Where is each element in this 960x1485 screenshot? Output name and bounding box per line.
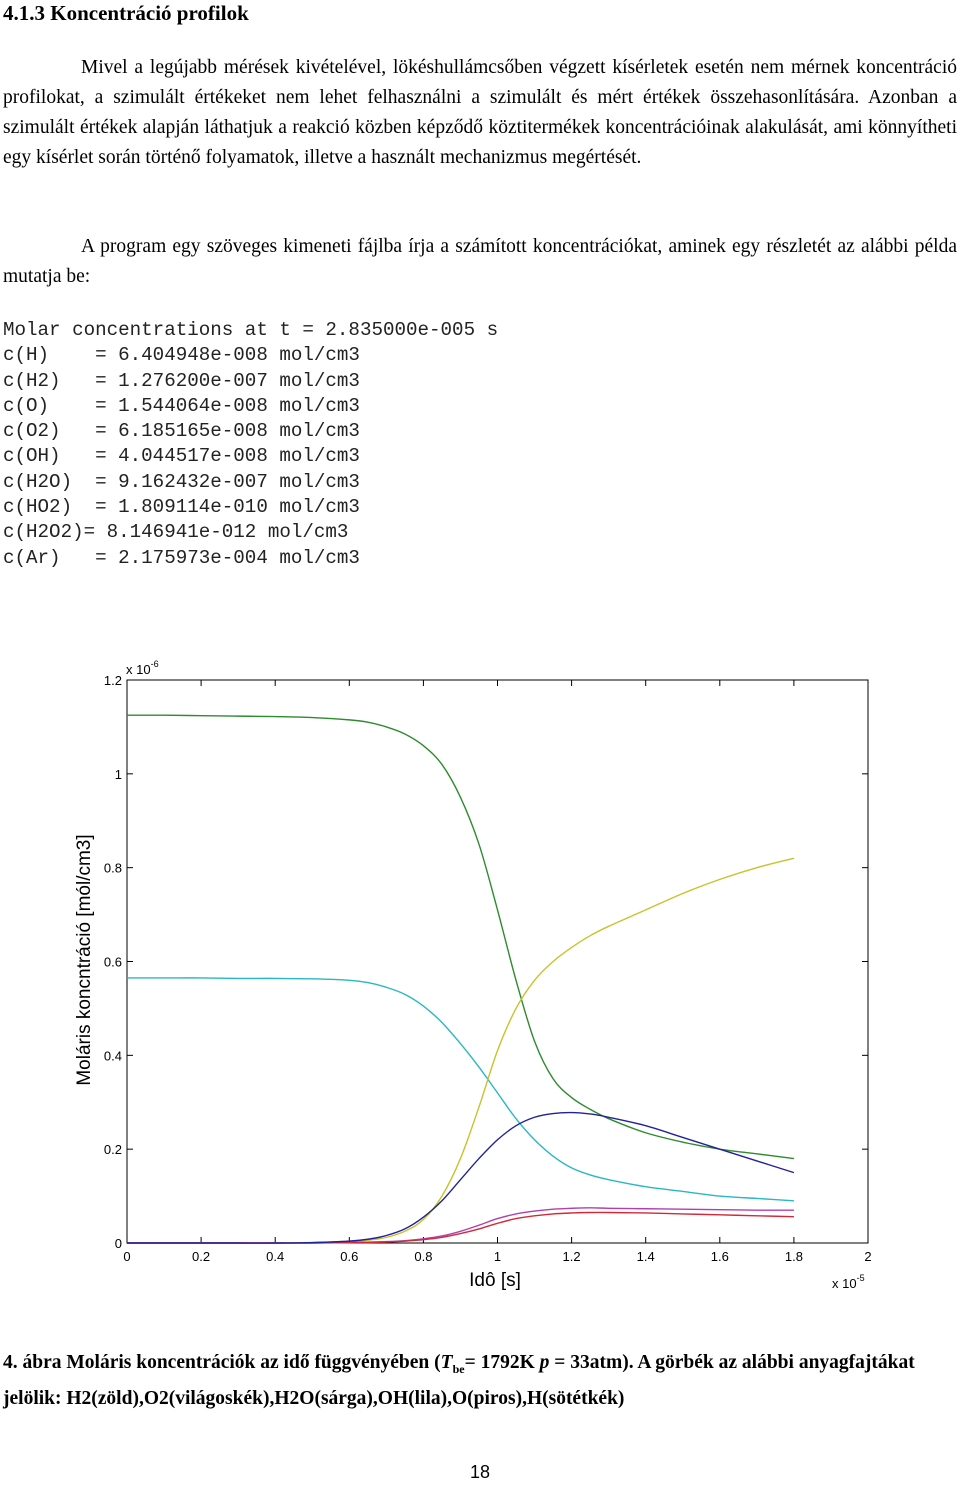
y-tick-label: 0.2 — [104, 1142, 122, 1157]
x-tick-label: 1 — [494, 1249, 501, 1264]
paragraph: A program egy szöveges kimeneti fájlba í… — [3, 236, 957, 287]
code-line: Molar concentrations at t = 2.835000e-00… — [3, 319, 499, 341]
x-axis-label: Idô [s] — [469, 1270, 521, 1291]
x-tick-label: 0.6 — [340, 1249, 358, 1264]
y-tick-label: 0.8 — [104, 861, 122, 876]
x-tick-label: 0.8 — [414, 1249, 432, 1264]
code-line: c(H2O2)= 8.146941e-012 mol/cm3 — [3, 521, 349, 544]
plot-frame — [126, 679, 869, 1244]
y-axis-label: Moláris koncntráció [mól/cm3] — [74, 834, 95, 1085]
code-line: c(O) = 1.544064e-008 mol/cm3 — [3, 394, 360, 417]
code-line: c(H2) = 1.276200e-007 mol/cm3 — [3, 369, 360, 392]
y-tick-label: 0.6 — [104, 955, 122, 970]
code-line: c(Ar) = 2.175973e-004 mol/cm3 — [3, 546, 360, 569]
y-multiplier: x 10-6 — [126, 659, 159, 677]
code-line: c(HO2) = 1.809114e-010 mol/cm3 — [3, 496, 360, 519]
paragraph: Mivel a legújabb mérések kivételével, lö… — [3, 57, 957, 168]
figure-caption: 4. ábra Moláris koncentrációk az idő füg… — [3, 1352, 915, 1409]
y-tick-label: 0 — [115, 1236, 122, 1251]
code-line: c(O2) = 6.185165e-008 mol/cm3 — [3, 420, 360, 443]
code-line: c(OH) = 4.044517e-008 mol/cm3 — [3, 445, 360, 468]
x-tick-label: 1.4 — [637, 1249, 655, 1264]
x-tick-label: 1.8 — [785, 1249, 803, 1264]
x-tick-label: 1.6 — [711, 1249, 729, 1264]
series-line-5 — [126, 1111, 795, 1244]
code-line: c(H2O) = 9.162432e-007 mol/cm3 — [3, 470, 360, 493]
y-tick-label: 1 — [115, 767, 122, 782]
y-tick-label: 0.4 — [104, 1048, 122, 1063]
code-line: c(H) = 6.404948e-008 mol/cm3 — [3, 344, 360, 367]
code-block: Molar concentrations at t = 2.835000e-00… — [3, 318, 498, 571]
concentration-chart: 0 0.2 0.4 0.6 0.8 1 1.2 1.4 1.6 1.8 2 0 0.2 0.4 0.6 0.8… — [74, 659, 872, 1291]
x-multiplier: x 10-5 — [832, 1273, 865, 1291]
x-tick-label: 0.4 — [266, 1249, 284, 1264]
x-tick-label: 0.2 — [192, 1249, 210, 1264]
x-tick-label: 0 — [123, 1249, 130, 1264]
page-number: 18 — [469, 1462, 491, 1482]
y-tick-label: 1.2 — [104, 673, 122, 688]
x-tick-label: 1.2 — [563, 1249, 581, 1264]
figure: 0 0.2 0.4 0.6 0.8 1 1.2 1.4 1.6 1.8 2 0 0.2 0.4 0.6 0.8… — [0, 655, 960, 1305]
series-line-0 — [126, 714, 794, 1160]
series-line-1 — [127, 977, 794, 1202]
section-heading: 4.1.3 Koncentráció profilok — [3, 1, 249, 25]
x-tick-label: 2 — [864, 1249, 871, 1264]
